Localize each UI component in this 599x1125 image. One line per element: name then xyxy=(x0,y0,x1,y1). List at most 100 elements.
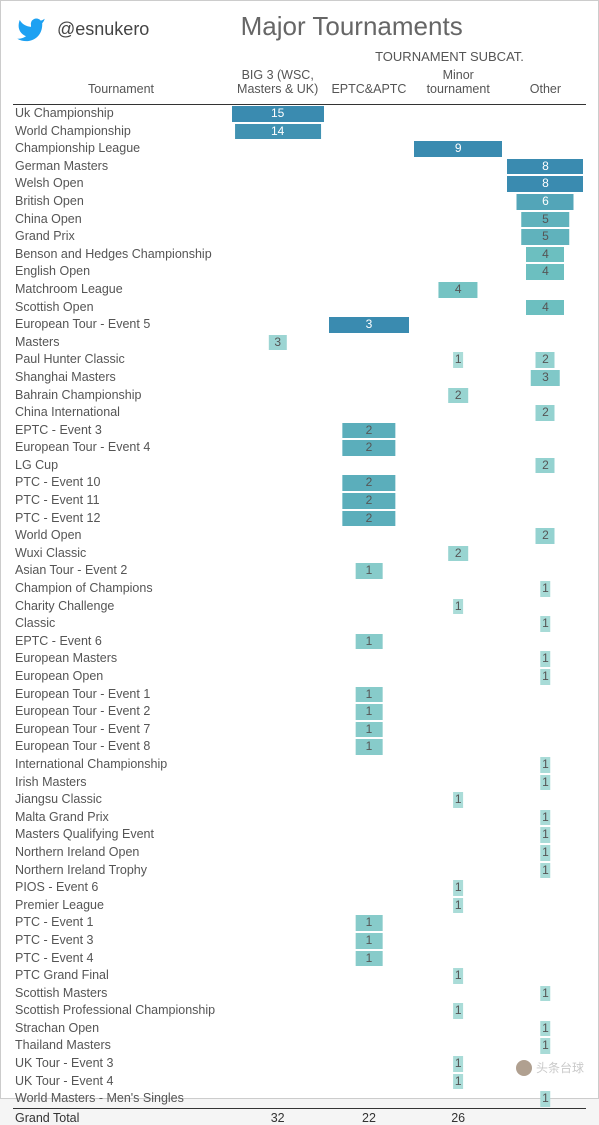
tournament-name: Strachan Open xyxy=(13,1020,229,1038)
cell-other xyxy=(505,281,586,299)
cell-minor xyxy=(412,492,505,510)
cell-big3 xyxy=(229,1055,326,1073)
totals-eptc: 22 xyxy=(326,1108,411,1125)
cell-eptc xyxy=(326,791,411,809)
tournament-name: Charity Challenge xyxy=(13,598,229,616)
table-row: Northern Ireland Open1 xyxy=(13,844,586,862)
cell-eptc: 2 xyxy=(326,510,411,528)
cell-big3 xyxy=(229,826,326,844)
tournament-name: Champion of Champions xyxy=(13,580,229,598)
tournament-name: Scottish Professional Championship xyxy=(13,1002,229,1020)
cell-minor xyxy=(412,404,505,422)
tournament-name: Malta Grand Prix xyxy=(13,809,229,827)
table-row: Grand Prix5 xyxy=(13,228,586,246)
cell-other: 2 xyxy=(505,527,586,545)
cell-big3 xyxy=(229,985,326,1003)
cell-eptc: 2 xyxy=(326,492,411,510)
cell-big3 xyxy=(229,281,326,299)
cell-other: 6 xyxy=(505,193,586,211)
tournament-name: Premier League xyxy=(13,897,229,915)
cell-minor xyxy=(412,844,505,862)
cell-big3 xyxy=(229,439,326,457)
cell-eptc xyxy=(326,774,411,792)
table-row: Shanghai Masters3 xyxy=(13,369,586,387)
tournament-name: PTC - Event 4 xyxy=(13,950,229,968)
table-row: European Open1 xyxy=(13,668,586,686)
cell-eptc xyxy=(326,140,411,158)
cell-big3 xyxy=(229,844,326,862)
cell-eptc xyxy=(326,1073,411,1091)
cell-eptc xyxy=(326,650,411,668)
table-row: PTC - Event 41 xyxy=(13,950,586,968)
cell-big3 xyxy=(229,510,326,528)
cell-eptc xyxy=(326,1020,411,1038)
cell-big3 xyxy=(229,369,326,387)
tournament-name: Shanghai Masters xyxy=(13,369,229,387)
tournament-name: European Masters xyxy=(13,650,229,668)
cell-minor xyxy=(412,316,505,334)
table-row: European Tour - Event 81 xyxy=(13,738,586,756)
cell-other xyxy=(505,950,586,968)
col-big3: BIG 3 (WSC, Masters & UK) xyxy=(229,66,326,105)
table-row: Scottish Masters1 xyxy=(13,985,586,1003)
table-row: European Masters1 xyxy=(13,650,586,668)
cell-other: 4 xyxy=(505,299,586,317)
cell-eptc xyxy=(326,668,411,686)
tournament-name: Thailand Masters xyxy=(13,1037,229,1055)
col-minor: Minor tournament xyxy=(412,66,505,105)
cell-eptc xyxy=(326,123,411,141)
cell-eptc: 2 xyxy=(326,474,411,492)
table-row: World Championship14 xyxy=(13,123,586,141)
cell-other: 1 xyxy=(505,809,586,827)
cell-eptc xyxy=(326,351,411,369)
cell-other xyxy=(505,123,586,141)
cell-other: 1 xyxy=(505,1090,586,1108)
cell-minor xyxy=(412,615,505,633)
cell-minor xyxy=(412,105,505,123)
cell-minor: 1 xyxy=(412,1055,505,1073)
cell-big3 xyxy=(229,1073,326,1091)
tournament-name: European Tour - Event 4 xyxy=(13,439,229,457)
tournament-name: World Open xyxy=(13,527,229,545)
cell-other xyxy=(505,474,586,492)
cell-other xyxy=(505,914,586,932)
tournament-name: PTC - Event 11 xyxy=(13,492,229,510)
cell-other: 1 xyxy=(505,1037,586,1055)
watermark-text: 头条台球 xyxy=(536,1059,584,1076)
cell-minor xyxy=(412,932,505,950)
cell-eptc xyxy=(326,105,411,123)
cell-eptc: 2 xyxy=(326,439,411,457)
cell-eptc xyxy=(326,580,411,598)
table-row: European Tour - Event 71 xyxy=(13,721,586,739)
cell-minor xyxy=(412,703,505,721)
cell-minor xyxy=(412,686,505,704)
cell-other: 2 xyxy=(505,351,586,369)
subcat-header: TOURNAMENT SUBCAT. xyxy=(313,49,586,64)
cell-eptc: 1 xyxy=(326,703,411,721)
cell-eptc: 1 xyxy=(326,633,411,651)
cell-other: 8 xyxy=(505,158,586,176)
cell-other: 5 xyxy=(505,228,586,246)
cell-other xyxy=(505,510,586,528)
cell-minor xyxy=(412,756,505,774)
tournament-name: PTC - Event 12 xyxy=(13,510,229,528)
cell-minor: 1 xyxy=(412,598,505,616)
cell-minor xyxy=(412,650,505,668)
table-row: Charity Challenge 1 xyxy=(13,598,586,616)
totals-other xyxy=(505,1108,586,1125)
cell-minor xyxy=(412,299,505,317)
cell-other: 1 xyxy=(505,862,586,880)
cell-other xyxy=(505,932,586,950)
table-row: Uk Championship15 xyxy=(13,105,586,123)
cell-big3 xyxy=(229,175,326,193)
cell-big3 xyxy=(229,140,326,158)
cell-minor: 1 xyxy=(412,791,505,809)
totals-minor: 26 xyxy=(412,1108,505,1125)
table-row: Irish Masters1 xyxy=(13,774,586,792)
tournament-name: Bahrain Championship xyxy=(13,387,229,405)
cell-other xyxy=(505,316,586,334)
cell-big3 xyxy=(229,633,326,651)
cell-other xyxy=(505,105,586,123)
cell-minor xyxy=(412,914,505,932)
table-row: World Masters - Men's Singles1 xyxy=(13,1090,586,1108)
